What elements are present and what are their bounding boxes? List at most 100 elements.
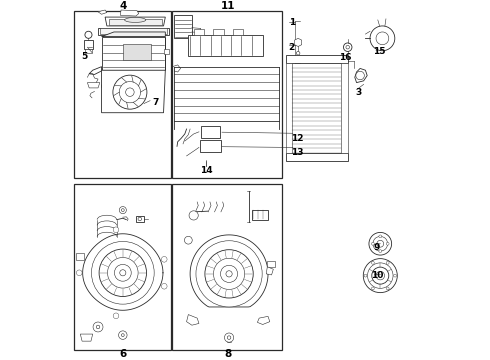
Bar: [172, 11, 282, 178]
Polygon shape: [164, 49, 169, 54]
Circle shape: [376, 32, 389, 45]
Circle shape: [184, 236, 192, 244]
Circle shape: [161, 283, 167, 289]
Circle shape: [343, 43, 352, 51]
Circle shape: [296, 51, 300, 55]
Polygon shape: [121, 10, 139, 16]
Text: 7: 7: [152, 98, 159, 107]
Bar: [136, 216, 144, 222]
Polygon shape: [294, 38, 302, 46]
Circle shape: [99, 249, 147, 297]
Circle shape: [393, 274, 396, 277]
Text: 4: 4: [119, 1, 126, 12]
Bar: [286, 63, 292, 153]
Circle shape: [371, 261, 374, 264]
Text: 9: 9: [373, 243, 380, 252]
Text: 13: 13: [291, 148, 304, 157]
Bar: [286, 55, 348, 63]
Circle shape: [104, 85, 106, 87]
Text: 3: 3: [355, 88, 362, 97]
Polygon shape: [87, 82, 100, 88]
Bar: [83, 40, 94, 49]
Circle shape: [205, 250, 253, 298]
Circle shape: [161, 256, 167, 262]
Circle shape: [373, 237, 388, 251]
Text: 1: 1: [289, 18, 295, 27]
Bar: [194, 30, 204, 35]
Circle shape: [371, 287, 374, 290]
Circle shape: [76, 270, 82, 276]
Polygon shape: [268, 261, 275, 267]
Circle shape: [119, 82, 141, 103]
Text: 12: 12: [291, 134, 304, 143]
Text: 15: 15: [373, 47, 386, 56]
Circle shape: [125, 88, 134, 96]
Circle shape: [113, 75, 147, 109]
Circle shape: [107, 257, 138, 288]
Circle shape: [138, 217, 142, 221]
Circle shape: [356, 71, 365, 80]
Text: 5: 5: [81, 51, 88, 60]
Polygon shape: [101, 37, 165, 70]
Circle shape: [386, 242, 389, 245]
Circle shape: [226, 271, 232, 277]
Circle shape: [372, 267, 389, 284]
Bar: [213, 30, 224, 35]
Polygon shape: [98, 10, 107, 14]
Circle shape: [368, 263, 393, 288]
Bar: [98, 28, 169, 35]
Polygon shape: [80, 334, 93, 341]
Circle shape: [119, 331, 127, 339]
Polygon shape: [76, 253, 84, 260]
Bar: [252, 210, 268, 220]
Circle shape: [113, 313, 119, 319]
Bar: [74, 184, 171, 350]
Circle shape: [122, 209, 124, 212]
Text: 16: 16: [340, 53, 352, 62]
Text: 10: 10: [370, 271, 383, 280]
Bar: [174, 15, 192, 38]
Circle shape: [369, 233, 392, 255]
Polygon shape: [89, 67, 101, 75]
Bar: [199, 140, 221, 152]
Text: 11: 11: [221, 1, 235, 12]
Circle shape: [93, 322, 103, 332]
Circle shape: [371, 242, 374, 245]
Circle shape: [189, 211, 198, 220]
Text: 14: 14: [200, 166, 212, 175]
Circle shape: [113, 227, 119, 233]
Circle shape: [386, 287, 389, 290]
Circle shape: [122, 334, 124, 337]
Circle shape: [85, 31, 92, 38]
Circle shape: [114, 264, 131, 281]
Circle shape: [370, 26, 395, 51]
Circle shape: [92, 242, 154, 304]
Bar: [74, 11, 171, 178]
Bar: [233, 30, 243, 35]
Bar: [100, 28, 167, 34]
Polygon shape: [257, 316, 270, 324]
Circle shape: [227, 336, 231, 339]
Text: 8: 8: [224, 348, 232, 359]
Bar: [201, 126, 220, 138]
Circle shape: [220, 265, 238, 283]
Circle shape: [386, 261, 389, 264]
Ellipse shape: [124, 17, 146, 22]
Polygon shape: [355, 68, 367, 82]
Bar: [286, 153, 348, 161]
Circle shape: [346, 45, 349, 49]
Circle shape: [214, 258, 245, 289]
Bar: [172, 184, 282, 350]
Circle shape: [101, 82, 109, 90]
Bar: [85, 49, 92, 53]
Circle shape: [119, 207, 126, 213]
Circle shape: [364, 274, 367, 277]
Polygon shape: [101, 32, 165, 37]
Circle shape: [363, 258, 397, 293]
Circle shape: [96, 325, 100, 329]
Polygon shape: [105, 17, 165, 26]
Circle shape: [120, 270, 126, 276]
Polygon shape: [101, 70, 165, 113]
Text: 6: 6: [119, 348, 126, 359]
Circle shape: [376, 271, 385, 280]
